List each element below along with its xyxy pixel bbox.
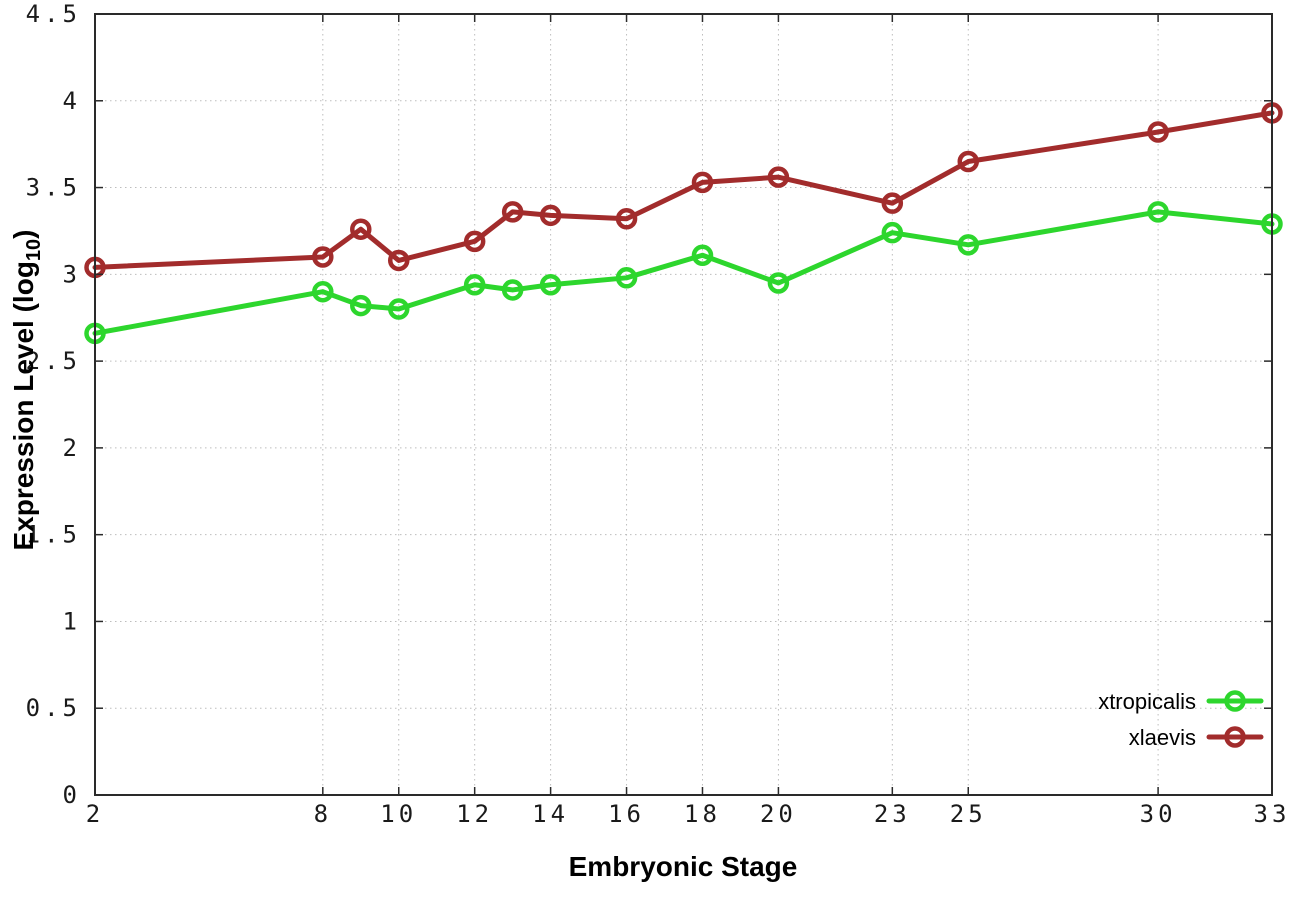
point-xlaevis-18 — [691, 171, 714, 194]
y-tick-label-1.5: 1.5 — [26, 521, 81, 549]
x-tick-label-23: 23 — [874, 800, 911, 828]
legend-label-xtropicalis: xtropicalis — [1098, 689, 1196, 714]
point-xtropicalis-12 — [463, 273, 486, 296]
x-tick-label-30: 30 — [1140, 800, 1177, 828]
y-tick-label-0.5: 0.5 — [26, 694, 81, 722]
point-xlaevis-16 — [615, 208, 638, 230]
plot-border — [94, 13, 1273, 796]
y-tick-label-1: 1 — [63, 607, 81, 635]
point-xtropicalis-8 — [312, 280, 334, 303]
series-line-xtropicalis — [92, 209, 1275, 336]
point-xtropicalis-25 — [957, 234, 980, 256]
x-tick-label-16: 16 — [608, 800, 645, 828]
legend: xtropicalis xlaevis — [1098, 689, 1264, 750]
x-tick-label-20: 20 — [760, 800, 797, 828]
point-xlaevis-9 — [350, 218, 372, 240]
x-tick-label-33: 33 — [1254, 800, 1291, 828]
series-layer — [84, 102, 1283, 345]
point-xtropicalis-14 — [539, 273, 562, 296]
y-axis-title-main: Expression Level (log — [8, 261, 39, 550]
legend-marker-xlaevis — [1224, 726, 1246, 748]
x-tick-label-8: 8 — [314, 800, 332, 828]
point-xtropicalis-16 — [615, 267, 638, 289]
point-xlaevis-8 — [312, 246, 334, 268]
point-xtropicalis-23 — [881, 221, 904, 244]
y-tick-label-4: 4 — [63, 87, 81, 115]
y-tick-label-3: 3 — [63, 260, 81, 288]
y-tick-label-0: 0 — [63, 781, 81, 809]
point-xlaevis-30 — [1147, 121, 1169, 143]
point-xtropicalis-10 — [387, 298, 410, 320]
legend-marker-xtropicalis — [1224, 690, 1246, 712]
y-axis-title-end: ) — [8, 230, 39, 239]
legend-label-xlaevis: xlaevis — [1129, 725, 1196, 750]
point-xlaevis-13 — [501, 201, 524, 223]
x-tick-label-10: 10 — [380, 800, 417, 828]
x-tick-label-2: 2 — [86, 800, 104, 828]
point-xlaevis-10 — [387, 249, 410, 272]
point-xlaevis-20 — [767, 166, 790, 188]
y-tick-label-2: 2 — [63, 434, 81, 462]
point-xtropicalis-30 — [1147, 201, 1169, 223]
point-xlaevis-25 — [957, 150, 980, 173]
point-xlaevis-23 — [881, 192, 904, 214]
point-xlaevis-12 — [463, 230, 486, 253]
point-xtropicalis-9 — [350, 294, 372, 317]
y-tick-label-2.5: 2.5 — [26, 347, 81, 375]
axis-layer: 2 8 10 12 14 16 18 20 23 25 30 33 0 0.5 1 1.5 2 2.5 3 3.5 4 4… — [26, 0, 1291, 828]
point-xtropicalis-18 — [691, 244, 714, 266]
x-tick-label-25: 25 — [950, 800, 987, 828]
point-xlaevis-14 — [539, 204, 562, 227]
grid-layer — [94, 13, 1273, 796]
y-tick-label-3.5: 3.5 — [26, 174, 81, 202]
point-xtropicalis-13 — [501, 279, 524, 301]
y-axis-title: Expression Level (log10) — [8, 230, 45, 551]
x-tick-label-18: 18 — [684, 800, 721, 828]
x-tick-label-12: 12 — [456, 800, 493, 828]
x-tick-label-14: 14 — [532, 800, 569, 828]
x-axis-title: Embryonic Stage — [569, 851, 798, 882]
y-axis-title-subscript: 10 — [23, 239, 45, 261]
series-line-xlaevis — [92, 110, 1275, 270]
point-xtropicalis-20 — [767, 272, 790, 294]
y-tick-label-4.5: 4.5 — [26, 0, 81, 28]
